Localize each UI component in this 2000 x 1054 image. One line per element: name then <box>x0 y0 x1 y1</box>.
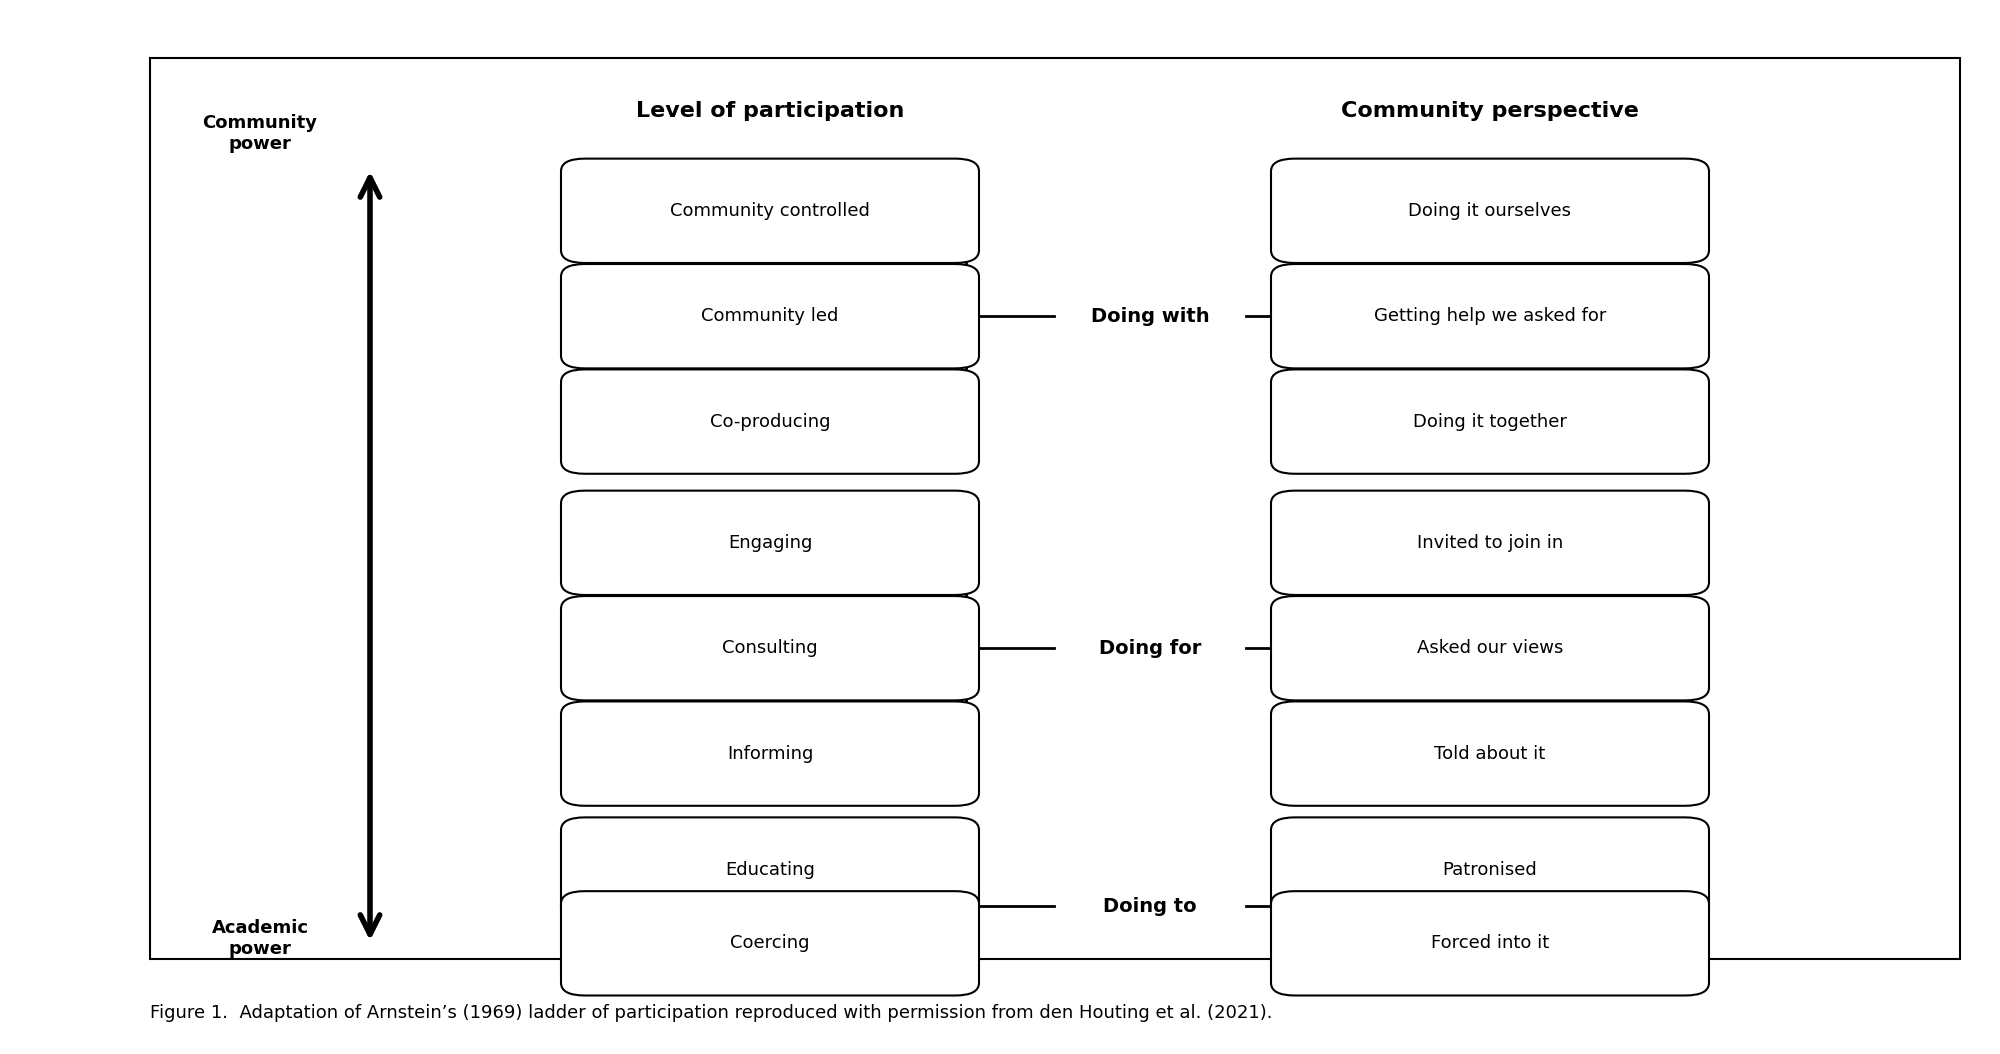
Text: Getting help we asked for: Getting help we asked for <box>1374 307 1606 326</box>
FancyBboxPatch shape <box>560 491 978 594</box>
FancyBboxPatch shape <box>1272 891 1708 995</box>
FancyBboxPatch shape <box>560 370 978 474</box>
Text: Community
power: Community power <box>202 114 318 153</box>
Text: Coercing: Coercing <box>730 934 810 953</box>
FancyBboxPatch shape <box>1272 265 1708 369</box>
Text: Community led: Community led <box>702 307 838 326</box>
Text: Community controlled: Community controlled <box>670 201 870 220</box>
FancyBboxPatch shape <box>560 818 978 921</box>
FancyBboxPatch shape <box>1272 702 1708 806</box>
FancyBboxPatch shape <box>1272 596 1708 700</box>
FancyBboxPatch shape <box>1272 370 1708 474</box>
Bar <box>150 58 1960 959</box>
Text: Co-producing: Co-producing <box>710 412 830 431</box>
Text: Academic
power: Academic power <box>212 919 308 958</box>
Text: Doing to: Doing to <box>1104 897 1196 916</box>
FancyBboxPatch shape <box>560 596 978 700</box>
Text: Informing: Informing <box>726 744 814 763</box>
Text: Figure 1.  Adaptation of Arnstein’s (1969) ladder of participation reproduced wi: Figure 1. Adaptation of Arnstein’s (1969… <box>150 1004 1272 1022</box>
Text: Asked our views: Asked our views <box>1416 639 1564 658</box>
Text: Forced into it: Forced into it <box>1430 934 1550 953</box>
Text: Doing it together: Doing it together <box>1414 412 1566 431</box>
Text: Community perspective: Community perspective <box>1342 101 1638 120</box>
Text: Engaging: Engaging <box>728 533 812 552</box>
Text: Told about it: Told about it <box>1434 744 1546 763</box>
FancyBboxPatch shape <box>560 265 978 369</box>
FancyBboxPatch shape <box>560 891 978 995</box>
Text: Level of participation: Level of participation <box>636 101 904 120</box>
Text: Educating: Educating <box>726 860 814 879</box>
Text: Doing for: Doing for <box>1098 639 1202 658</box>
Text: Doing it ourselves: Doing it ourselves <box>1408 201 1572 220</box>
Text: Invited to join in: Invited to join in <box>1416 533 1564 552</box>
FancyBboxPatch shape <box>1272 158 1708 262</box>
FancyBboxPatch shape <box>560 702 978 806</box>
Text: Consulting: Consulting <box>722 639 818 658</box>
Text: Patronised: Patronised <box>1442 860 1538 879</box>
FancyBboxPatch shape <box>1272 491 1708 594</box>
FancyBboxPatch shape <box>1272 818 1708 921</box>
FancyBboxPatch shape <box>560 158 978 262</box>
Text: Doing with: Doing with <box>1090 307 1210 326</box>
